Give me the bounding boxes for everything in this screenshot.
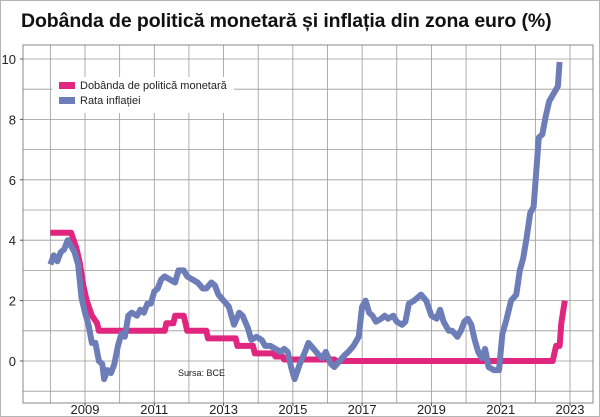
legend: Dobânda de politică monetară Rata inflaț…	[52, 77, 234, 113]
legend-label-policy-rate: Dobânda de politică monetară	[80, 80, 228, 92]
legend-swatch-policy-rate	[59, 82, 75, 89]
y-tick-label: 4	[9, 233, 16, 248]
x-tick-label: 2011	[140, 402, 168, 417]
x-tick-label: 2023	[556, 402, 585, 417]
y-tick-label: 0	[9, 354, 16, 369]
x-tick-label: 2009	[71, 402, 100, 417]
series-line-policy-rate	[50, 229, 568, 364]
x-tick-label: 2017	[348, 402, 377, 417]
series-group	[47, 61, 568, 383]
x-axis: 2009 2011 2013 2015 2017 2019 2021 2023	[71, 402, 585, 417]
y-axis: 0 2 4 6 8 10	[2, 52, 23, 369]
chart-title: Dobânda de politică monetară și inflația…	[21, 10, 552, 32]
legend-swatch-inflation	[59, 97, 75, 104]
y-tick-label: 2	[9, 294, 16, 309]
x-tick-label: 2019	[417, 402, 446, 417]
source-annotation: Sursa: BCE	[178, 368, 225, 378]
y-tick-label: 8	[9, 112, 16, 127]
y-tick-label: 10	[2, 52, 16, 67]
x-tick-label: 2013	[209, 402, 238, 417]
x-tick-label: 2021	[486, 402, 515, 417]
series-line-inflation	[47, 61, 563, 383]
x-tick-label: 2015	[278, 402, 307, 417]
legend-label-inflation: Rata inflației	[80, 95, 141, 107]
plot-border	[22, 44, 594, 404]
y-tick-label: 6	[9, 173, 16, 188]
legend-background	[52, 77, 234, 113]
